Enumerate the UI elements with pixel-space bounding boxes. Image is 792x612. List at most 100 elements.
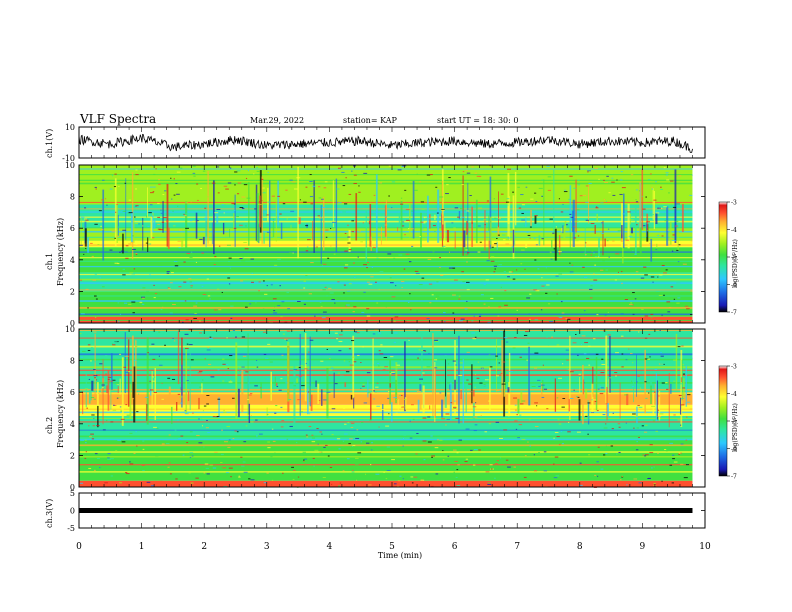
ch1-spec-speckle xyxy=(177,240,182,242)
ch1-spec-speckle xyxy=(199,238,203,240)
ch2-spec-streak xyxy=(110,383,112,410)
ch2-spec-speckle xyxy=(464,386,468,388)
ch1-spec-streak xyxy=(525,242,528,249)
ch2-spec-speckle xyxy=(349,438,353,440)
ch2-spec-speckle xyxy=(217,398,221,400)
ch2-spec-streak xyxy=(189,353,191,411)
ch2-spec-speckle xyxy=(447,455,450,457)
ch1-spec-speckle xyxy=(79,244,83,246)
ch1-spec-speckle xyxy=(429,302,432,304)
ch2-spec-band xyxy=(79,368,693,393)
ch2-spec-streak xyxy=(541,383,543,401)
ch2-spec-speckle xyxy=(247,399,250,401)
ch1-spec-speckle xyxy=(630,174,634,176)
ch2-spec-speckle xyxy=(243,471,248,473)
ch2-spec-streak xyxy=(310,394,313,411)
ch2-spec-streak xyxy=(670,383,672,394)
ch2-spec-speckle xyxy=(633,478,638,480)
ch2-spec-speckle xyxy=(315,406,320,408)
ch2-spec-speckle xyxy=(355,457,359,459)
ch2-spec-speckle xyxy=(90,360,92,362)
ch2-spec-streak xyxy=(110,353,113,390)
ch2-spec-speckle xyxy=(221,377,224,379)
ch2-spec-streak xyxy=(181,364,183,408)
ch2-spec-speckle xyxy=(380,344,383,346)
ch1-spec-speckle xyxy=(587,170,591,172)
ch1-spec-streak xyxy=(369,204,372,247)
ch1-spec-speckle xyxy=(245,177,248,179)
ch1-spec-speckle xyxy=(308,293,313,295)
ch2-spec-streak xyxy=(432,333,434,417)
ch1-spec-speckle xyxy=(635,189,638,191)
ch1-spec-streak xyxy=(332,180,334,228)
ch2-spec-speckle xyxy=(180,402,183,404)
ch1-spec-speckle xyxy=(442,245,446,247)
ch2-spec-speckle xyxy=(591,399,593,401)
ch2-spec-speckle xyxy=(642,454,645,456)
ch1-spec-speckle xyxy=(217,192,220,194)
ch2-spec-speckle xyxy=(546,408,549,410)
ch1-spec-speckle xyxy=(398,254,403,256)
ch2-spec-speckle xyxy=(661,480,663,482)
ch1-spec-speckle xyxy=(149,185,153,187)
ch2-spec-speckle xyxy=(159,480,163,482)
ch1-spec-speckle xyxy=(414,270,419,272)
ch1-spec-streak xyxy=(463,230,466,248)
ch2-spec-streak xyxy=(655,372,657,422)
ch2-spec-speckle xyxy=(228,381,233,383)
ch2-spec-speckle xyxy=(226,426,231,428)
ch2-spec-speckle xyxy=(379,353,384,355)
ch1-spec-speckle xyxy=(511,271,514,273)
ch1-spec-speckle xyxy=(220,218,225,220)
ch2-spec-speckle xyxy=(466,389,470,391)
ch2-spec-speckle xyxy=(239,370,243,372)
ch1-spec-speckle xyxy=(689,194,693,196)
ch2-spec-speckle xyxy=(419,378,423,380)
ch1-spec-speckle xyxy=(604,182,609,184)
ch1-spec-speckle xyxy=(508,271,513,273)
ch1-spec-speckle xyxy=(565,224,568,226)
ch1-spec-speckle xyxy=(655,249,657,251)
ch2-spec-streak xyxy=(309,336,311,407)
ch2-spec-streak xyxy=(520,391,523,405)
ch1-spec-speckle xyxy=(360,241,363,243)
ch1-spec-speckle xyxy=(343,292,345,294)
ch1-spec-streak xyxy=(598,238,601,257)
ch2-spec-speckle xyxy=(607,334,611,336)
ch2-spec-speckle xyxy=(533,470,538,472)
ch2-spec-speckle xyxy=(361,422,364,424)
ch2-spec-speckle xyxy=(430,435,433,437)
ch1-spec-speckle xyxy=(135,253,138,255)
ch1-spec-streak xyxy=(563,226,566,241)
ch2-spec-speckle xyxy=(669,464,673,466)
ch1-spec-speckle xyxy=(594,255,598,257)
ch2-spec-speckle xyxy=(93,418,95,420)
ch1-spec-speckle xyxy=(202,293,207,295)
ch1-spec-tone-line xyxy=(79,319,693,322)
ch2-spec-speckle xyxy=(638,436,640,438)
ch1-spec-streak xyxy=(151,213,154,232)
ch1-spec-speckle xyxy=(541,195,543,197)
ch2-spec-speckle xyxy=(505,459,509,461)
ch1-spec-speckle xyxy=(128,212,133,214)
ch2-spec-speckle xyxy=(657,395,660,397)
ch2-spec-speckle xyxy=(172,338,174,340)
ch1-spec-speckle xyxy=(452,294,456,296)
ch2-spec-speckle xyxy=(487,483,492,485)
ch1-spec-speckle xyxy=(597,256,599,258)
ch1-spec-speckle xyxy=(661,235,664,237)
ch2-spec-speckle xyxy=(554,432,559,434)
ch1-spec-speckle xyxy=(264,293,268,295)
ch2-spec-speckle xyxy=(685,374,688,376)
ch1-spec-speckle xyxy=(671,240,676,242)
ch1-spec-streak xyxy=(677,230,679,251)
ch2-spec-speckle xyxy=(464,461,468,463)
ch2-spec-speckle xyxy=(348,443,351,445)
ch2-spec-streak xyxy=(260,382,262,399)
ch2-spec-speckle xyxy=(632,362,634,364)
ch1-spec-speckle xyxy=(201,252,205,254)
ch2-spec-speckle xyxy=(385,478,388,480)
ch2-spec-speckle xyxy=(594,474,597,476)
ch2-spec-speckle xyxy=(496,390,500,392)
ch2-spec-speckle xyxy=(142,440,145,442)
